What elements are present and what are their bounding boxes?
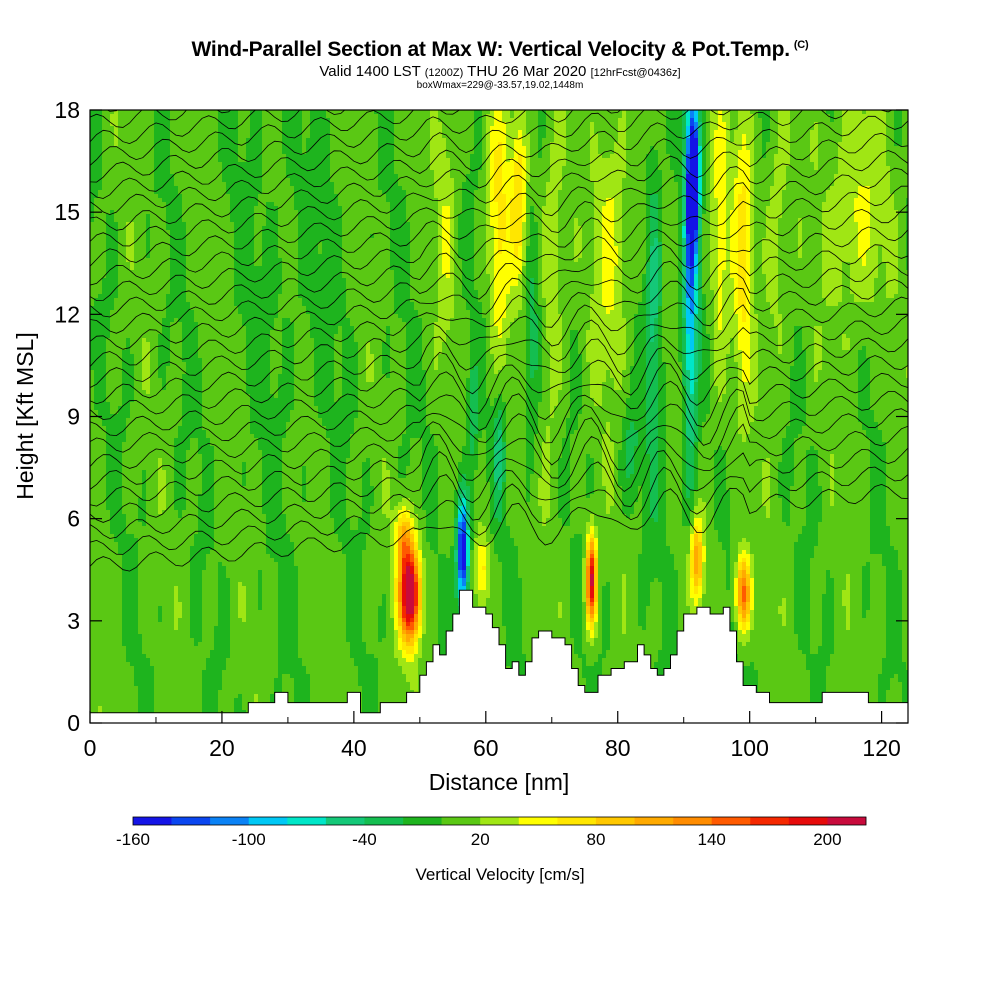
colorbar-tick-label: 20 (471, 830, 490, 849)
colorbar-swatch (403, 817, 442, 825)
colorbar-swatch (172, 817, 211, 825)
colorbar-tick-label: -160 (116, 830, 150, 849)
colorbar-swatch (712, 817, 751, 825)
colorbar-swatch (789, 817, 828, 825)
y-tick-label: 9 (67, 404, 80, 430)
colorbar-swatch (827, 817, 866, 825)
x-axis-label: Distance [nm] (429, 769, 570, 795)
colorbar-swatch (210, 817, 249, 825)
colorbar-swatch (673, 817, 712, 825)
colorbar-swatch (750, 817, 789, 825)
colorbar-tick-label: -100 (232, 830, 266, 849)
y-tick-label: 18 (54, 97, 80, 123)
colorbar-label: Vertical Velocity [cm/s] (415, 865, 584, 884)
colorbar-tick-label: -40 (352, 830, 377, 849)
colorbar: -160 -100 -40 20 80 140 200 (116, 817, 866, 849)
colorbar-swatch (635, 817, 674, 825)
colorbar-swatch (287, 817, 326, 825)
x-tick-label: 120 (862, 735, 900, 761)
y-tick-label: 0 (67, 710, 80, 736)
x-tick-label: 0 (84, 735, 97, 761)
y-tick-label: 6 (67, 506, 80, 532)
colorbar-swatch (326, 817, 365, 825)
colorbar-swatch (133, 817, 172, 825)
colorbar-swatch (596, 817, 635, 825)
colorbar-swatch (364, 817, 403, 825)
colorbar-tick-label: 80 (586, 830, 605, 849)
y-axis-label: Height [Kft MSL] (12, 332, 38, 499)
colorbar-swatch (557, 817, 596, 825)
colorbar-swatch (442, 817, 481, 825)
y-tick-label: 15 (54, 199, 80, 225)
y-tick-label: 12 (54, 301, 80, 327)
colorbar-swatch (519, 817, 558, 825)
colorbar-swatch (480, 817, 519, 825)
colorbar-tick-label: 200 (813, 830, 841, 849)
colorbar-swatch (249, 817, 288, 825)
x-tick-label: 60 (473, 735, 499, 761)
y-tick-label: 3 (67, 608, 80, 634)
x-tick-label: 80 (605, 735, 631, 761)
x-tick-label: 20 (209, 735, 235, 761)
colorbar-tick-label: 140 (697, 830, 725, 849)
x-tick-label: 40 (341, 735, 367, 761)
x-tick-label: 100 (730, 735, 768, 761)
